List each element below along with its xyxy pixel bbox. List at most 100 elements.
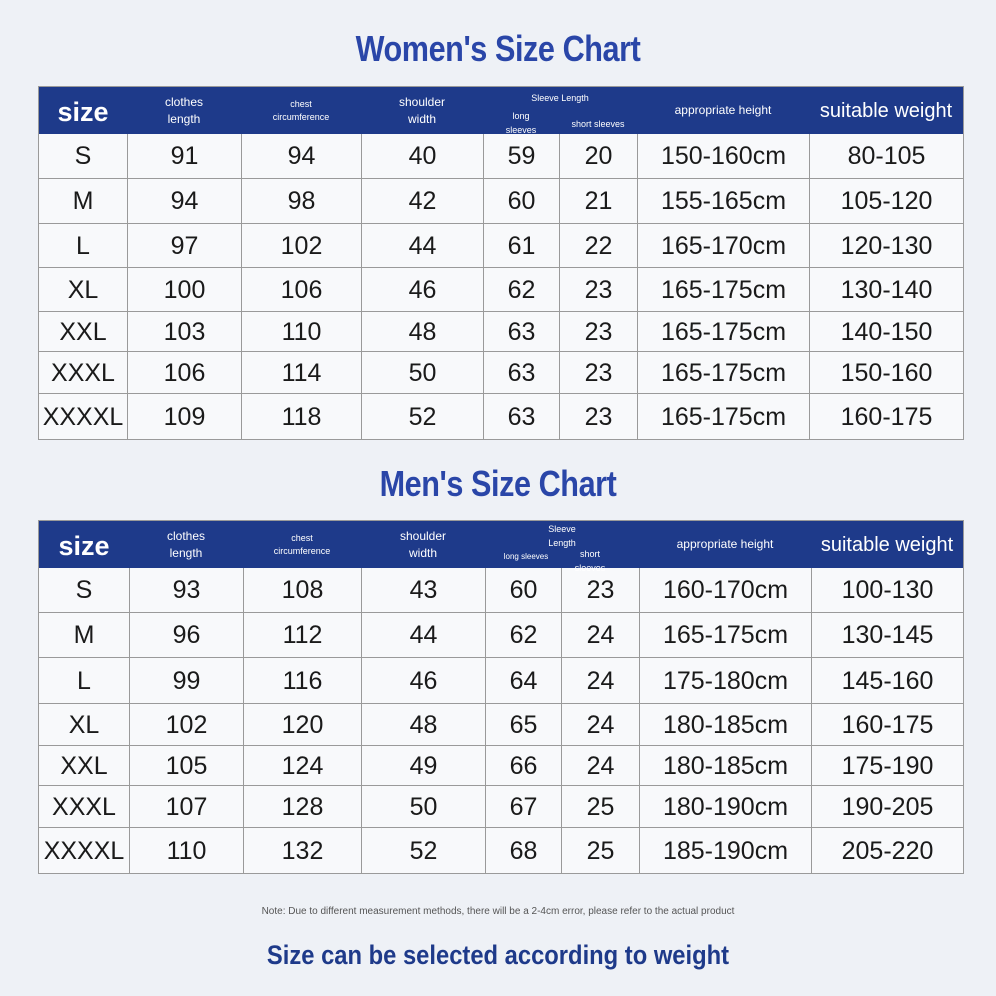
header-shoulder: shoulder width	[398, 94, 446, 126]
cell-clothes-length: 99	[129, 658, 243, 704]
women-table-header: size clothes length chest circumference …	[39, 87, 963, 135]
cell-height: 165-175cm	[637, 352, 809, 394]
cell-weight: 130-145	[811, 613, 963, 658]
cell-chest: 132	[243, 828, 361, 874]
cell-size: XXL	[59, 317, 107, 346]
cell-weight: 105-120	[809, 179, 963, 224]
cell-clothes-length: 97	[127, 224, 241, 268]
cell-weight: 130-140	[809, 268, 963, 312]
cell-weight: 190-205	[811, 786, 963, 828]
cell-chest: 108	[243, 568, 361, 612]
cell-short-sleeve: 23	[561, 568, 639, 612]
cell-long-sleeve: 67	[485, 786, 561, 828]
cell-short-sleeve: 24	[561, 746, 639, 786]
cell-shoulder: 46	[361, 658, 485, 704]
table-row: XL 102 120 48 65 24 180-185cm 160-175	[39, 703, 963, 746]
men-table-header: size clothes length chest circumference …	[39, 521, 963, 573]
table-row: XXXL 106 114 50 63 23 165-175cm 150-160	[39, 351, 963, 394]
table-row: M 96 112 44 62 24 165-175cm 130-145	[39, 612, 963, 658]
table-row: XXL 105 124 49 66 24 180-185cm 175-190	[39, 745, 963, 786]
cell-shoulder: 48	[361, 312, 483, 352]
header-short-sleeves: short sleeves	[571, 119, 625, 129]
cell-short-sleeve: 25	[561, 786, 639, 828]
cell-clothes-length: 100	[127, 268, 241, 312]
cell-height: 180-185cm	[639, 746, 811, 786]
cell-weight: 140-150	[809, 312, 963, 352]
cell-short-sleeve: 24	[561, 613, 639, 658]
header-weight: suitable weight	[820, 533, 954, 556]
cell-short-sleeve: 22	[559, 224, 637, 268]
cell-weight: 145-160	[811, 658, 963, 704]
header-shoulder: shoulder width	[399, 528, 447, 560]
cell-shoulder: 42	[361, 179, 483, 224]
cell-clothes-length: 91	[127, 134, 241, 178]
cell-weight: 120-130	[809, 224, 963, 268]
header-height: appropriate height	[674, 103, 772, 118]
table-row: S 91 94 40 59 20 150-160cm 80-105	[39, 134, 963, 178]
cell-shoulder: 43	[361, 568, 485, 612]
cell-chest: 98	[241, 179, 361, 224]
cell-clothes-length: 105	[129, 746, 243, 786]
cell-size: XXXXL	[43, 836, 125, 865]
cell-clothes-length: 109	[127, 394, 241, 440]
cell-height: 175-180cm	[639, 658, 811, 704]
header-weight: suitable weight	[819, 99, 953, 122]
cell-chest: 106	[241, 268, 361, 312]
cell-size: L	[77, 666, 91, 695]
cell-long-sleeve: 63	[483, 394, 559, 440]
cell-chest: 120	[243, 704, 361, 746]
cell-chest: 94	[241, 134, 361, 178]
cell-short-sleeve: 23	[559, 268, 637, 312]
cell-size: XL	[68, 710, 100, 739]
cell-weight: 100-130	[811, 568, 963, 612]
cell-clothes-length: 106	[127, 352, 241, 394]
cell-size: XXXL	[51, 358, 115, 387]
header-size: size	[58, 531, 110, 562]
cell-long-sleeve: 59	[483, 134, 559, 178]
cell-clothes-length: 110	[129, 828, 243, 874]
cell-shoulder: 52	[361, 828, 485, 874]
table-row: XXXL 107 128 50 67 25 180-190cm 190-205	[39, 785, 963, 828]
cell-long-sleeve: 63	[483, 352, 559, 394]
cell-weight: 160-175	[809, 394, 963, 440]
header-clothes-length: clothes length	[164, 94, 204, 126]
table-row: L 99 116 46 64 24 175-180cm 145-160	[39, 657, 963, 704]
cell-chest: 118	[241, 394, 361, 440]
cell-long-sleeve: 62	[483, 268, 559, 312]
measurement-note: Note: Due to different measurement metho…	[261, 906, 735, 917]
cell-weight: 205-220	[811, 828, 963, 874]
cell-height: 165-170cm	[637, 224, 809, 268]
header-clothes-length: clothes length	[166, 528, 206, 560]
table-row: XXXXL 110 132 52 68 25 185-190cm 205-220	[39, 827, 963, 874]
cell-short-sleeve: 21	[559, 179, 637, 224]
cell-height: 165-175cm	[637, 268, 809, 312]
cell-long-sleeve: 61	[483, 224, 559, 268]
cell-height: 180-185cm	[639, 704, 811, 746]
cell-weight: 175-190	[811, 746, 963, 786]
cell-long-sleeve: 66	[485, 746, 561, 786]
cell-size: XL	[67, 275, 99, 304]
cell-short-sleeve: 20	[559, 134, 637, 178]
cell-weight: 160-175	[811, 704, 963, 746]
cell-short-sleeve: 23	[559, 394, 637, 440]
cell-short-sleeve: 23	[559, 352, 637, 394]
cell-height: 165-175cm	[637, 394, 809, 440]
header-chest: chest circumference	[272, 98, 330, 122]
header-size: size	[57, 97, 109, 128]
table-row: L 97 102 44 61 22 165-170cm 120-130	[39, 223, 963, 268]
cell-long-sleeve: 60	[485, 568, 561, 612]
header-long-sleeves: long sleeves	[503, 552, 549, 561]
cell-chest: 116	[243, 658, 361, 704]
cell-clothes-length: 93	[129, 568, 243, 612]
cell-height: 185-190cm	[639, 828, 811, 874]
cell-clothes-length: 103	[127, 312, 241, 352]
cell-size: M	[72, 187, 94, 215]
cell-shoulder: 50	[361, 352, 483, 394]
cell-long-sleeve: 60	[483, 179, 559, 224]
cell-long-sleeve: 62	[485, 613, 561, 658]
cell-chest: 114	[241, 352, 361, 394]
cell-chest: 102	[241, 224, 361, 268]
men-chart-title: Men's Size Chart	[379, 463, 617, 504]
cell-short-sleeve: 24	[561, 704, 639, 746]
cell-long-sleeve: 68	[485, 828, 561, 874]
